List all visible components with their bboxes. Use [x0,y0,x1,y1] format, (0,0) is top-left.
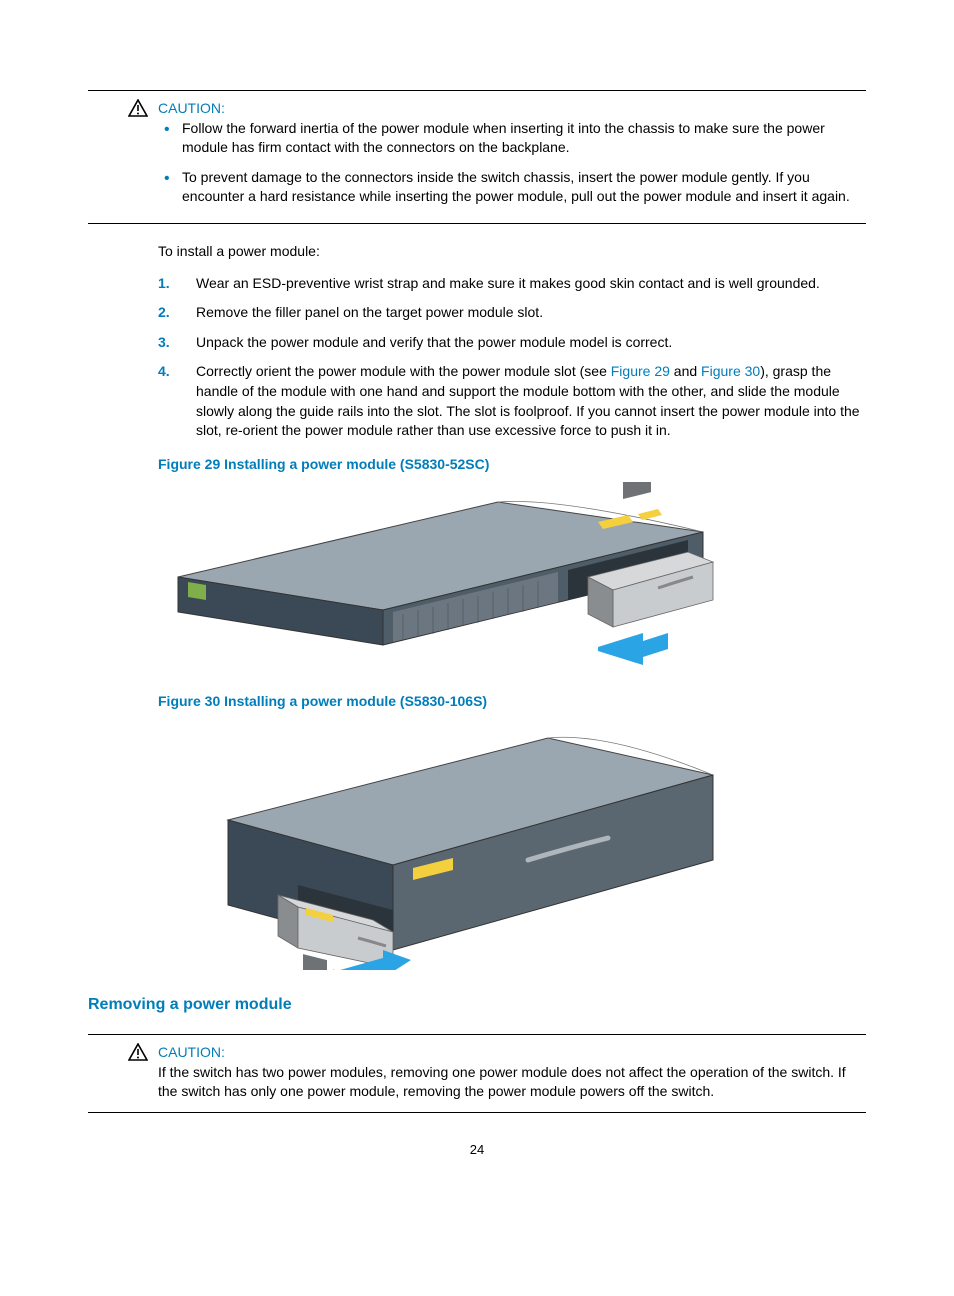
warning-triangle-icon [128,99,148,117]
figure-30-caption: Figure 30 Installing a power module (S58… [158,692,866,712]
figure-30-image [158,720,866,970]
caution-bullet: Follow the forward inertia of the power … [158,119,866,158]
warning-triangle-icon [128,1043,148,1061]
step-item: Correctly orient the power module with t… [158,362,866,440]
caution-bullet: To prevent damage to the connectors insi… [158,168,866,207]
caution-content: If the switch has two power modules, rem… [158,1063,866,1102]
caution-label: CAUTION: [158,99,866,119]
caution-label: CAUTION: [158,1043,866,1063]
caution-text: If the switch has two power modules, rem… [158,1063,866,1102]
figure-link-29[interactable]: Figure 29 [611,363,670,379]
page-number: 24 [88,1141,866,1159]
step-item: Wear an ESD-preventive wrist strap and m… [158,274,866,294]
figure-link-30[interactable]: Figure 30 [701,363,760,379]
step-item: Unpack the power module and verify that … [158,333,866,353]
figure-29-caption: Figure 29 Installing a power module (S58… [158,455,866,475]
intro-text: To install a power module: [158,242,866,262]
step-text: Correctly orient the power module with t… [196,363,611,379]
caution-content: Follow the forward inertia of the power … [158,119,866,207]
step-item: Remove the filler panel on the target po… [158,303,866,323]
section-heading: Removing a power module [88,994,866,1016]
caution-box-1: CAUTION: Follow the forward inertia of t… [88,90,866,224]
steps-list: Wear an ESD-preventive wrist strap and m… [158,274,866,441]
step-text: and [670,363,701,379]
caution-box-2: CAUTION: If the switch has two power mod… [88,1034,866,1113]
figure-29-image [158,482,866,672]
